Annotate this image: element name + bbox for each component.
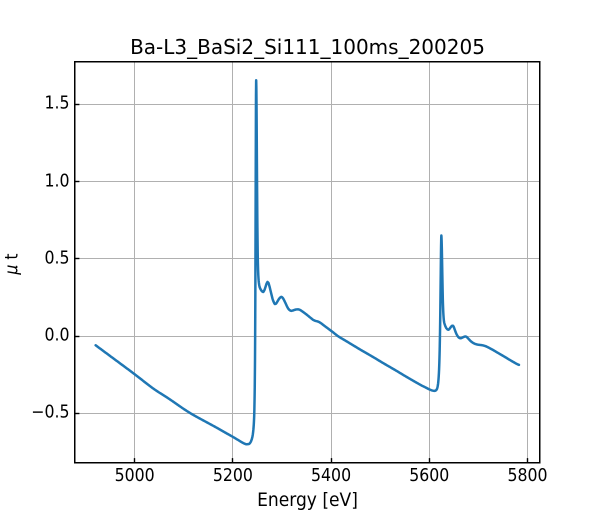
x-axis-label: Energy [eV] xyxy=(257,488,358,511)
x-tick-label-5400: 5400 xyxy=(311,466,352,486)
y-tick-label-0: 0.0 xyxy=(44,325,70,346)
y-axis-label: μ t xyxy=(1,252,22,275)
axes-spines xyxy=(74,61,541,464)
mu-symbol: μ xyxy=(1,264,22,275)
y-axis-label-suffix: t xyxy=(1,252,22,265)
y-tick-label-1.5: 1.5 xyxy=(44,93,70,114)
series-line-mu_t xyxy=(94,78,521,446)
y-tick-label--0.5: −0.5 xyxy=(31,402,70,423)
x-tick-label-5600: 5600 xyxy=(409,466,450,486)
x-tick-label-5800: 5800 xyxy=(507,466,548,486)
y-tick-label-0.5: 0.5 xyxy=(44,248,70,269)
y-tick-label-1: 1.0 xyxy=(44,170,70,191)
x-tick-label-5000: 5000 xyxy=(114,466,155,486)
x-tick-label-5200: 5200 xyxy=(212,466,253,486)
chart-title: Ba-L3_BaSi2_Si111_100ms_200205 xyxy=(130,34,485,59)
